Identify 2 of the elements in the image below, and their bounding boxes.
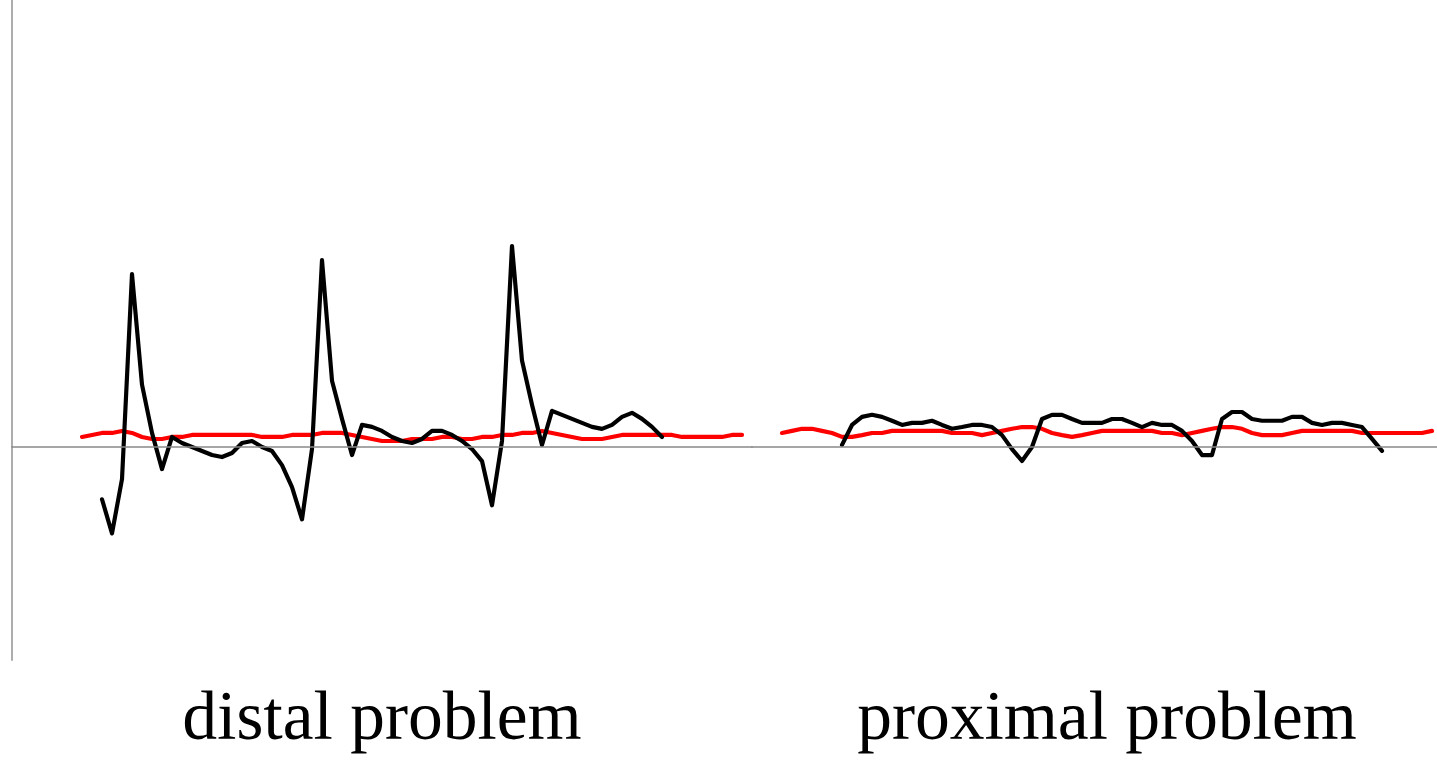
x-axis-title: proximal problem	[858, 690, 1356, 754]
x-axis-title: distal problem	[184, 690, 581, 754]
